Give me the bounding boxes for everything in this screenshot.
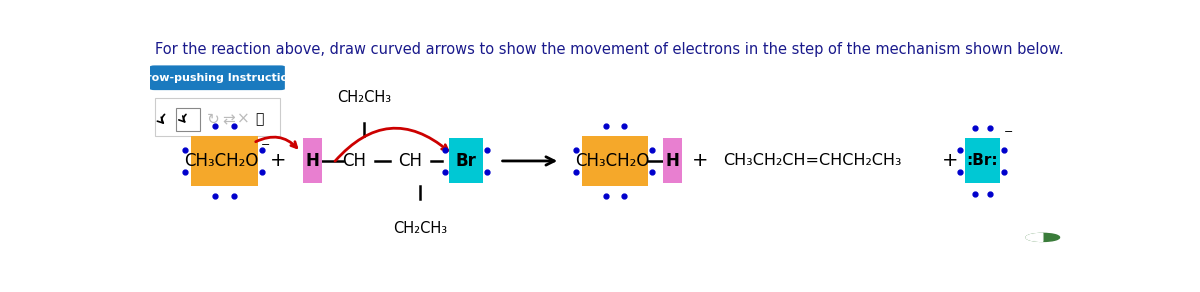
- Text: ⇄: ⇄: [223, 112, 235, 127]
- FancyBboxPatch shape: [450, 138, 482, 183]
- FancyBboxPatch shape: [176, 108, 200, 131]
- Text: ↻: ↻: [206, 112, 220, 127]
- Text: +: +: [942, 152, 958, 171]
- FancyBboxPatch shape: [965, 138, 1000, 183]
- Text: Arrow-pushing Instructions: Arrow-pushing Instructions: [132, 73, 302, 83]
- Wedge shape: [1026, 233, 1043, 241]
- Circle shape: [1026, 233, 1060, 241]
- FancyBboxPatch shape: [191, 136, 258, 186]
- Text: H: H: [306, 152, 319, 170]
- FancyBboxPatch shape: [664, 138, 682, 183]
- Text: −: −: [260, 140, 270, 150]
- FancyBboxPatch shape: [582, 136, 648, 186]
- Text: CH₃CH₂O: CH₃CH₂O: [185, 152, 259, 170]
- FancyBboxPatch shape: [150, 65, 284, 90]
- Text: CH: CH: [398, 152, 422, 170]
- Text: 🗑: 🗑: [256, 112, 264, 126]
- Text: For the reaction above, draw curved arrows to show the movement of electrons in : For the reaction above, draw curved arro…: [155, 42, 1063, 57]
- Text: CH₃CH₂O: CH₃CH₂O: [575, 152, 649, 170]
- Text: :Br:: :Br:: [966, 154, 998, 168]
- FancyBboxPatch shape: [304, 138, 322, 183]
- Text: Br: Br: [456, 152, 476, 170]
- Text: +: +: [270, 152, 287, 171]
- Text: CH₃CH₂CH=CHCH₂CH₃: CH₃CH₂CH=CHCH₂CH₃: [722, 154, 901, 168]
- Text: CH: CH: [343, 152, 367, 170]
- FancyBboxPatch shape: [155, 98, 281, 136]
- Text: CH₂CH₃: CH₂CH₃: [337, 91, 391, 105]
- Text: −: −: [1003, 127, 1013, 137]
- Text: ×: ×: [236, 112, 250, 127]
- Text: +: +: [692, 152, 709, 171]
- Text: CH₂CH₃: CH₂CH₃: [392, 221, 446, 236]
- Text: H: H: [666, 152, 679, 170]
